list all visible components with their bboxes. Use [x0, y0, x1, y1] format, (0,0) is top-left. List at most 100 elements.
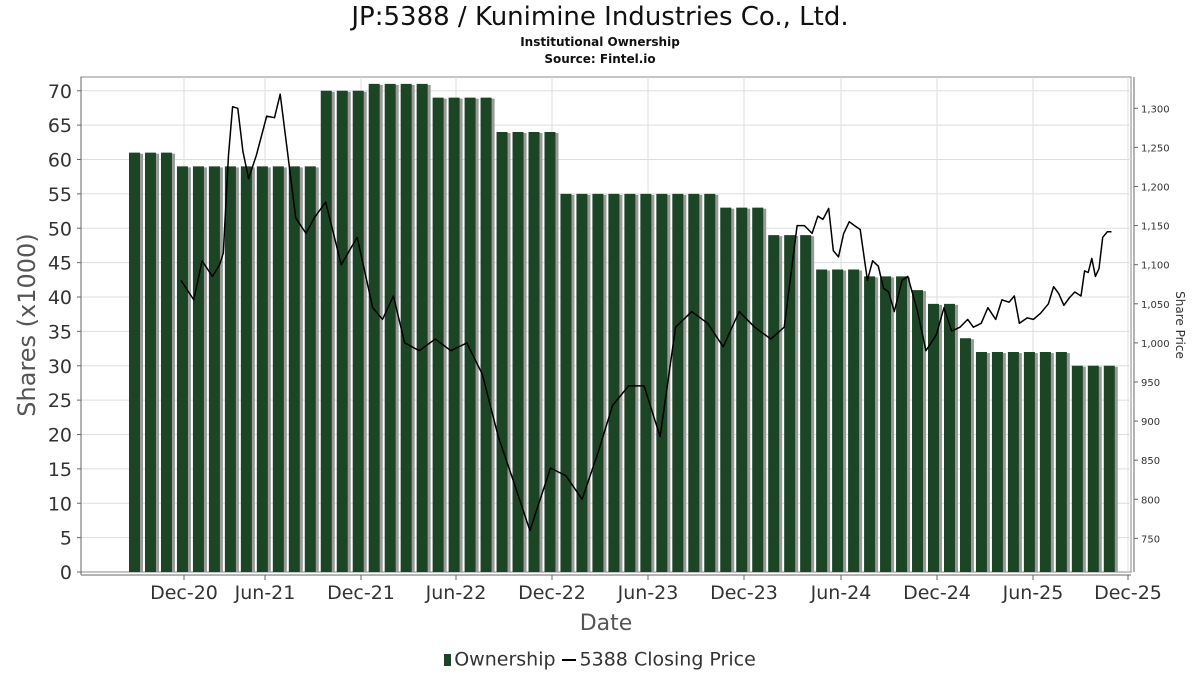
y-tick-label: 65 — [48, 115, 72, 137]
ownership-bar — [1023, 352, 1035, 572]
y-tick-label: 30 — [48, 356, 72, 378]
ownership-bar — [576, 193, 588, 572]
ownership-bar — [816, 269, 828, 572]
x-tick-label: Dec-21 — [327, 582, 395, 604]
y-tick-label: 0 — [60, 562, 72, 584]
y2-axis-label: Share Price — [1173, 291, 1187, 359]
ownership-bar — [848, 269, 860, 572]
ownership-bar — [512, 132, 524, 572]
ownership-bar — [624, 193, 636, 572]
ownership-bar — [240, 166, 252, 572]
y-tick-label: 45 — [48, 253, 72, 275]
y2-tick-label: 1,200 — [1141, 182, 1170, 193]
ownership-bar — [560, 193, 572, 572]
ownership-bar — [720, 207, 732, 572]
ownership-bar — [688, 193, 700, 572]
ownership-bar — [256, 166, 268, 572]
ownership-bar — [832, 269, 844, 572]
x-tick-label: Dec-23 — [710, 582, 778, 604]
chart-subtitle: Institutional Ownership — [520, 35, 680, 49]
chart-legend: Ownership 5388 Closing Price — [0, 648, 1200, 671]
x-tick-label: Dec-22 — [518, 582, 586, 604]
ownership-bar — [864, 276, 876, 572]
ownership-bar — [640, 193, 652, 572]
ownership-bar — [975, 352, 987, 572]
ownership-bar — [912, 290, 924, 572]
x-tick-label: Jun-25 — [1002, 582, 1064, 604]
y-tick-label: 20 — [48, 425, 72, 447]
y2-tick-label: 1,250 — [1141, 143, 1170, 154]
ownership-bar — [1087, 365, 1099, 572]
ownership-bar — [528, 132, 540, 572]
ownership-bar — [464, 97, 476, 572]
y-tick-label: 50 — [48, 218, 72, 240]
ownership-bar — [400, 83, 412, 572]
y-axis-label: Shares (x1000) — [13, 233, 41, 416]
ownership-bar — [176, 166, 188, 572]
ownership-bar — [208, 166, 220, 572]
y2-tick-label: 950 — [1141, 378, 1160, 389]
y2-tick-label: 1,100 — [1141, 261, 1170, 272]
ownership-bar — [448, 97, 460, 572]
ownership-bar — [544, 132, 556, 572]
y-tick-label: 25 — [48, 390, 72, 412]
y2-tick-label: 900 — [1141, 417, 1160, 428]
chart-source: Source: Fintel.io — [544, 52, 656, 66]
ownership-bar — [896, 276, 908, 572]
y-tick-label: 10 — [48, 493, 72, 515]
y2-tick-label: 1,000 — [1141, 339, 1170, 350]
ownership-bar — [496, 132, 508, 572]
ownership-bar — [704, 193, 716, 572]
x-axis-label: Date — [580, 611, 633, 636]
ownership-bar — [368, 83, 380, 572]
y-tick-label: 15 — [48, 459, 72, 481]
ownership-bar — [320, 90, 332, 572]
y2-tick-label: 800 — [1141, 495, 1160, 506]
ownership-bar — [272, 166, 284, 572]
ownership-bars — [129, 83, 1118, 572]
y2-tick-label: 1,050 — [1141, 300, 1170, 311]
x-tick-label: Jun-23 — [617, 582, 679, 604]
x-tick-label: Dec-20 — [150, 582, 218, 604]
ownership-bar — [1103, 365, 1115, 572]
y2-tick-label: 850 — [1141, 456, 1160, 467]
ownership-bar — [1039, 352, 1051, 572]
ownership-bar — [352, 90, 364, 572]
x-tick-label: Jun-21 — [234, 582, 296, 604]
price-line — [180, 93, 1112, 532]
ownership-bar — [943, 303, 955, 572]
ownership-bar — [336, 90, 348, 572]
ownership-bar — [592, 193, 604, 572]
ownership-bar — [784, 235, 796, 572]
ownership-bar — [288, 166, 300, 572]
ownership-bar — [959, 338, 971, 572]
ownership-bar — [416, 83, 428, 572]
legend-ownership-label: Ownership — [454, 648, 556, 671]
ownership-bar — [752, 207, 764, 572]
ownership-bar — [880, 276, 892, 572]
ownership-bar — [672, 193, 684, 572]
x-tick-label: Dec-24 — [903, 582, 971, 604]
chart-title: JP:5388 / Kunimine Industries Co., Ltd. — [351, 2, 849, 32]
legend-price-label: 5388 Closing Price — [579, 648, 756, 671]
legend-ownership-swatch — [444, 653, 452, 666]
ownership-bar — [480, 97, 492, 572]
x-tick-label: Jun-22 — [425, 582, 487, 604]
y-tick-label: 40 — [48, 287, 72, 309]
y-tick-label: 35 — [48, 321, 72, 343]
ownership-bar — [192, 166, 204, 572]
ownership-bar — [991, 352, 1003, 572]
ownership-bar — [800, 235, 812, 572]
ownership-bar — [928, 303, 939, 572]
price-series-line — [180, 93, 1112, 532]
y2-tick-label: 750 — [1141, 534, 1160, 545]
ownership-bar — [384, 83, 396, 572]
ownership-bar — [224, 166, 236, 572]
y2-tick-label: 1,300 — [1141, 104, 1170, 115]
y-tick-label: 60 — [48, 150, 72, 172]
ownership-bar — [432, 97, 444, 572]
y2-tick-label: 1,150 — [1141, 222, 1170, 233]
ownership-bar — [736, 207, 748, 572]
ownership-bar — [768, 235, 780, 572]
